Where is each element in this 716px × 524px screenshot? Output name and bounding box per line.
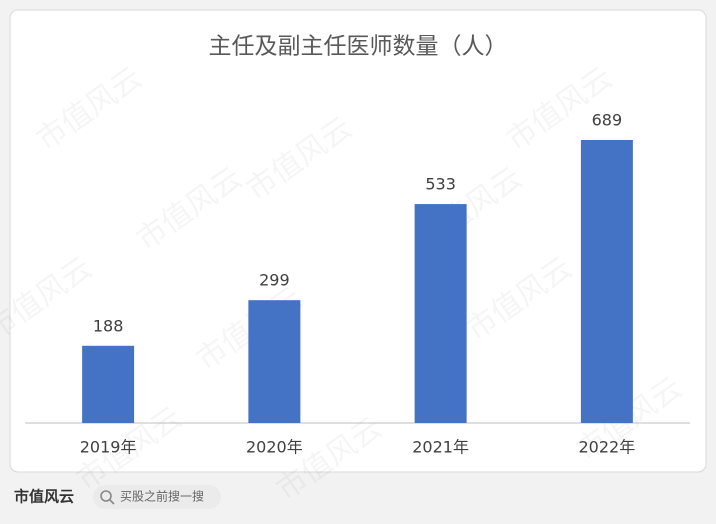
search-icon — [100, 490, 112, 502]
search-icon-handle — [109, 499, 115, 505]
data-label: 533 — [425, 175, 456, 194]
bar — [248, 300, 301, 423]
plot: 188 2019年 299 2020年 533 2021年 689 2022年 — [80, 111, 635, 457]
x-tick-label: 2020年 — [246, 438, 303, 457]
bar — [414, 204, 467, 423]
data-label: 188 — [93, 316, 124, 335]
search-box[interactable] — [93, 485, 221, 509]
x-tick-label: 2022年 — [579, 438, 636, 457]
data-label: 299 — [259, 271, 290, 290]
chart-panel — [9, 9, 707, 473]
bar — [580, 140, 633, 423]
x-tick-label: 2021年 — [412, 438, 469, 457]
chart-title: 主任及副主任医师数量（人） — [209, 34, 508, 60]
data-label: 689 — [592, 111, 623, 130]
footer-brand: 市值风云 — [14, 488, 74, 506]
search-placeholder: 买股之前搜一搜 — [120, 489, 204, 504]
x-tick-label: 2019年 — [80, 438, 137, 457]
bar — [82, 345, 135, 423]
